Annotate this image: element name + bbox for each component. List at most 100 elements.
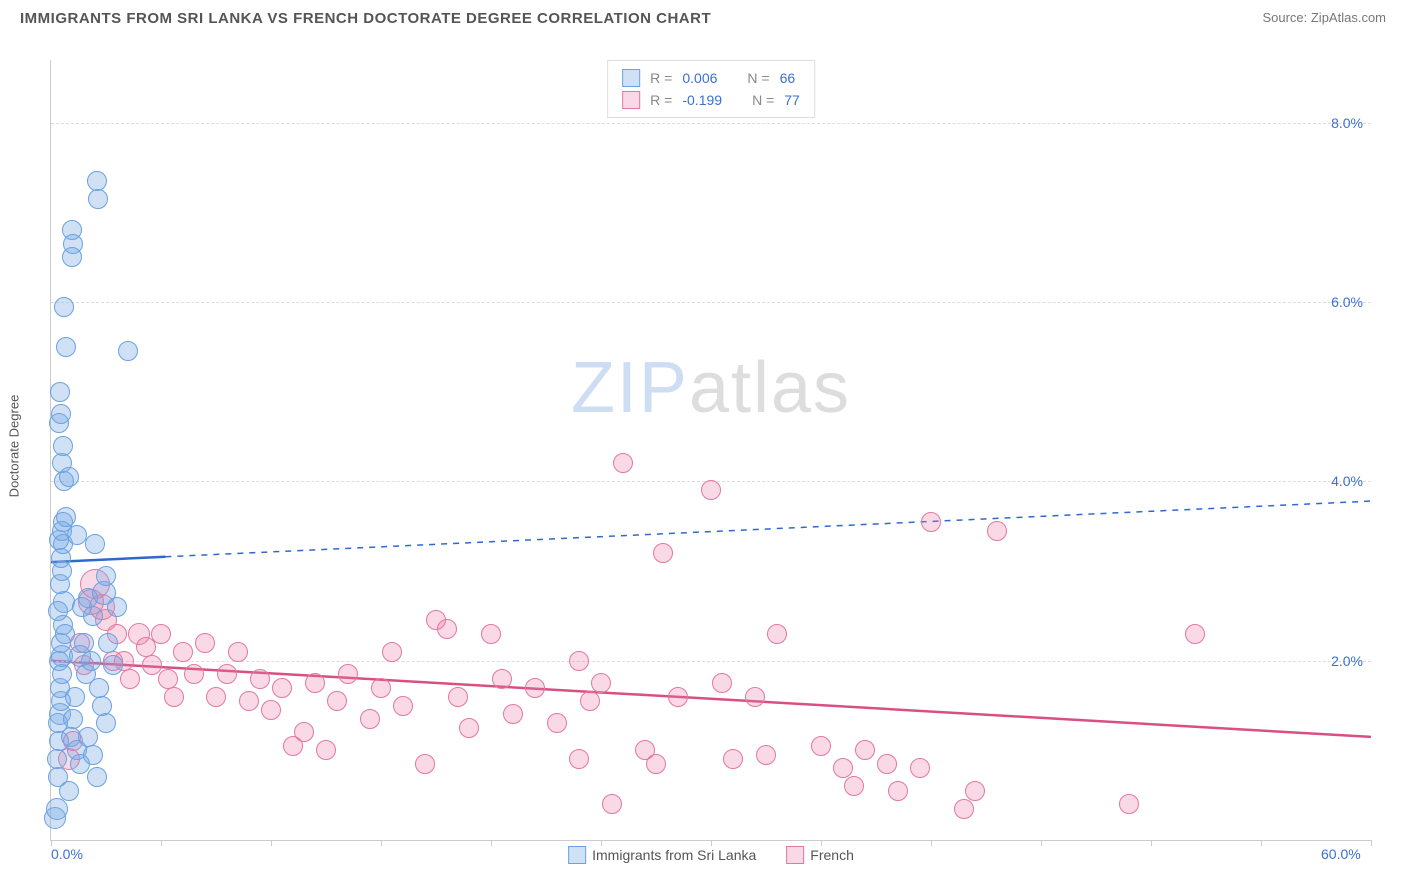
scatter-point-pink [712,673,732,693]
scatter-point-pink [448,687,468,707]
scatter-point-pink [316,740,336,760]
r-label: R = [650,70,672,86]
scatter-point-pink [459,718,479,738]
y-tick-label: 2.0% [1331,653,1363,669]
scatter-point-pink [327,691,347,711]
scatter-point-pink [173,642,193,662]
scatter-point-pink [261,700,281,720]
scatter-point-pink [965,781,985,801]
scatter-point-pink [877,754,897,774]
scatter-point-blue [103,655,123,675]
scatter-point-pink [360,709,380,729]
legend-swatch-pink [622,91,640,109]
scatter-point-pink [228,642,248,662]
scatter-point-pink [811,736,831,756]
scatter-point-blue [92,696,112,716]
scatter-point-blue [63,709,83,729]
scatter-point-pink [767,624,787,644]
x-tick [711,840,712,846]
scatter-point-pink [653,543,673,563]
watermark-atlas: atlas [689,348,851,428]
watermark: ZIPatlas [571,347,851,429]
r-value-pink: -0.199 [682,92,722,108]
scatter-point-blue [55,624,75,644]
scatter-point-blue [59,781,79,801]
scatter-point-pink [987,521,1007,541]
y-tick-label: 8.0% [1331,115,1363,131]
scatter-point-pink [602,794,622,814]
x-tick-label: 60.0% [1321,846,1361,862]
scatter-point-pink [910,758,930,778]
x-tick [1151,840,1152,846]
scatter-point-blue [89,678,109,698]
n-value-blue: 66 [780,70,796,86]
scatter-point-pink [151,624,171,644]
scatter-point-pink [217,664,237,684]
scatter-point-pink [481,624,501,644]
legend-item-blue: Immigrants from Sri Lanka [568,846,756,864]
scatter-point-pink [613,453,633,473]
n-value-pink: 77 [784,92,800,108]
scatter-point-blue [118,341,138,361]
scatter-point-blue [78,727,98,747]
scatter-point-blue [65,687,85,707]
gridline [51,302,1371,303]
legend-stats: R = 0.006 N = 66 R = -0.199 N = 77 [607,60,815,118]
scatter-point-blue [46,798,68,820]
x-tick [271,840,272,846]
y-tick-label: 6.0% [1331,294,1363,310]
scatter-point-pink [415,754,435,774]
y-axis-label: Doctorate Degree [7,395,22,498]
scatter-point-pink [393,696,413,716]
scatter-point-blue [88,189,108,209]
scatter-point-blue [50,382,70,402]
scatter-point-pink [569,651,589,671]
trend-lines-layer [51,60,1371,840]
scatter-point-blue [98,633,118,653]
source-attribution: Source: ZipAtlas.com [1262,10,1386,25]
scatter-point-blue [53,436,73,456]
x-tick-label: 0.0% [51,846,83,862]
scatter-point-pink [745,687,765,707]
scatter-point-blue [81,651,101,671]
scatter-point-pink [206,687,226,707]
scatter-point-blue [96,713,116,733]
scatter-point-pink [888,781,908,801]
scatter-point-pink [239,691,259,711]
legend-item-pink: French [786,846,854,864]
scatter-point-blue [85,534,105,554]
scatter-point-pink [338,664,358,684]
scatter-point-blue [83,606,103,626]
scatter-point-pink [437,619,457,639]
scatter-point-pink [723,749,743,769]
legend-stats-row-pink: R = -0.199 N = 77 [622,89,800,111]
scatter-point-pink [371,678,391,698]
legend-series: Immigrants from Sri Lanka French [568,846,854,864]
x-tick [1261,840,1262,846]
r-label: R = [650,92,672,108]
scatter-point-pink [250,669,270,689]
scatter-point-pink [646,754,666,774]
scatter-point-pink [305,673,325,693]
trend-line-blue-dashed [165,501,1371,557]
x-tick [161,840,162,846]
scatter-point-blue [51,404,71,424]
scatter-point-pink [120,669,140,689]
scatter-point-pink [195,633,215,653]
n-label: N = [747,70,769,86]
scatter-point-blue [56,337,76,357]
watermark-zip: ZIP [571,348,689,428]
scatter-point-blue [54,297,74,317]
scatter-point-pink [547,713,567,733]
scatter-point-pink [954,799,974,819]
scatter-point-blue [96,566,116,586]
scatter-point-pink [1119,794,1139,814]
scatter-point-blue [56,507,76,527]
legend-stats-row-blue: R = 0.006 N = 66 [622,67,800,89]
scatter-point-pink [525,678,545,698]
scatter-point-pink [272,678,292,698]
scatter-point-blue [83,745,103,765]
scatter-point-pink [503,704,523,724]
scatter-point-pink [164,687,184,707]
x-tick [381,840,382,846]
